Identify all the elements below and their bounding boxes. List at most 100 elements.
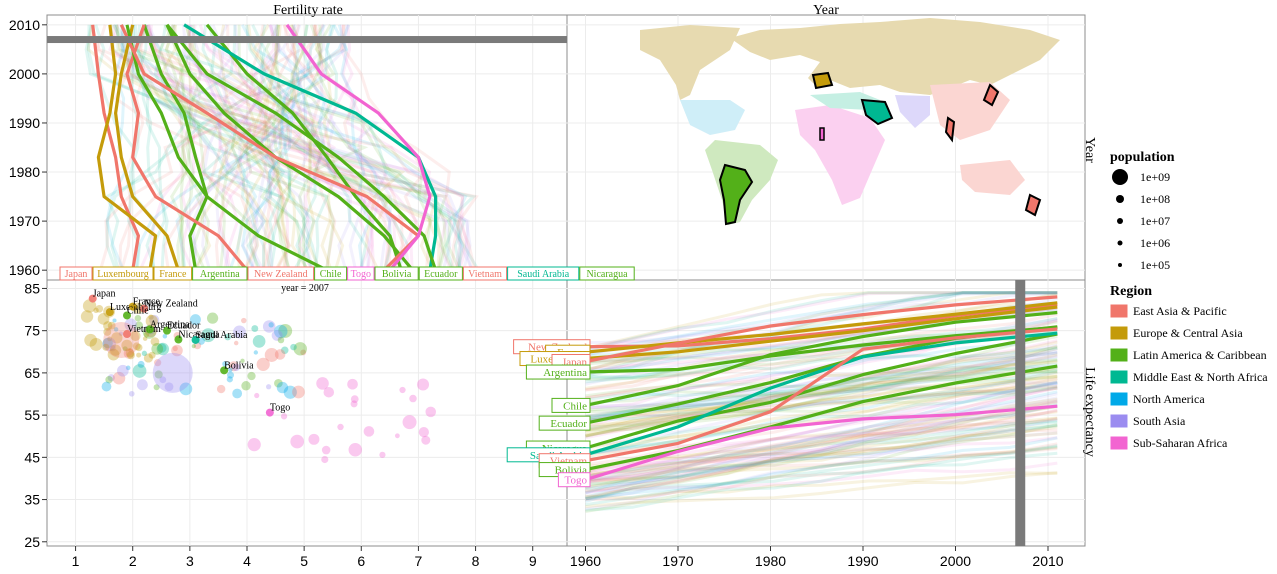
background-life-line: [585, 423, 1058, 513]
background-life-line: [585, 385, 1058, 455]
year-bar-horizontal: [47, 36, 567, 44]
life-line-france: [585, 301, 1058, 354]
scatter-point: [418, 427, 429, 438]
background-fertility-line: [275, 24, 393, 271]
scatter-point-labeled: [128, 302, 137, 311]
scatter-point: [151, 343, 164, 355]
scatter-label: Togo: [270, 403, 290, 414]
scatter-point: [132, 342, 141, 351]
background-life-line: [585, 428, 1058, 484]
scatter-point: [226, 376, 233, 383]
background-life-line: [585, 416, 1058, 469]
selected-year-bars[interactable]: [47, 36, 1026, 546]
scatter-point-labeled: [105, 308, 114, 317]
map-newzealand: [1024, 193, 1042, 217]
background-fertility-line: [98, 24, 304, 271]
country-label-bar: Japan Luxembourg France Argentina New Zealan…: [59, 266, 635, 281]
life-label-box: [525, 364, 591, 380]
background-life-line: [585, 326, 1058, 400]
background-life-line: [585, 291, 1058, 350]
label-box: [418, 266, 463, 281]
scatter-point-china: [103, 321, 140, 358]
background-life-line: [585, 370, 1058, 414]
fertility-title: Fertility rate: [273, 3, 343, 18]
y-tick-label: 55: [24, 407, 40, 423]
scatter-point: [350, 395, 359, 404]
scatter-point: [293, 342, 307, 356]
legend-region-label: East Asia & Pacific: [1133, 304, 1227, 318]
background-life-line: [585, 442, 1058, 482]
scatter-point: [82, 299, 97, 313]
scatter-point: [240, 358, 245, 363]
scatter-point: [148, 314, 154, 320]
scatter-point: [201, 328, 216, 343]
label-box: [153, 266, 193, 281]
scatter-point: [154, 370, 163, 379]
scatter-point: [253, 350, 259, 355]
background-life-line: [585, 417, 1058, 511]
scatter-point: [228, 367, 233, 373]
background-fertility-line: [104, 24, 237, 271]
scatter-point: [241, 317, 247, 324]
scatter-point: [416, 378, 430, 391]
background-fertility-line: [212, 24, 472, 271]
label-text: Chile: [320, 269, 342, 280]
legend-region-label: Europe & Central Asia: [1133, 326, 1243, 340]
background-fertility-line: [164, 24, 310, 272]
legend-size-label: 1e+06: [1140, 236, 1170, 250]
background-life-line: [585, 353, 1058, 435]
scatter-point: [274, 349, 286, 360]
scatter-point: [142, 336, 148, 341]
scatter-point: [280, 413, 288, 420]
background-life-line: [585, 399, 1058, 495]
scatter-point: [102, 343, 110, 351]
background-fertility-line: [86, 24, 333, 271]
fertility-line-new-zealand: [125, 24, 249, 272]
background-life-line: [585, 291, 1058, 350]
label-box: [579, 266, 635, 281]
scatter-point: [262, 320, 276, 333]
scatter-point: [321, 455, 329, 464]
scatter-point: [95, 305, 104, 313]
background-fertility-line: [182, 24, 369, 271]
scatter-point: [409, 394, 417, 403]
background-life-line: [585, 340, 1058, 433]
background-fertility-line: [283, 24, 467, 271]
world-map[interactable]: [640, 18, 1060, 226]
fertility-line-france: [113, 24, 180, 271]
background-fertility-line: [311, 24, 453, 271]
background-life-line: [585, 383, 1058, 422]
x-tick-label: 3: [186, 553, 194, 569]
background-life-line: [585, 386, 1058, 490]
scatter-point: [103, 321, 113, 331]
fertility-lines: [84, 23, 480, 272]
y-tick-label: 45: [24, 449, 40, 465]
scatter-point: [363, 426, 375, 437]
scatter-point: [379, 451, 386, 458]
scatter-point: [277, 336, 285, 344]
background-life-line: [585, 425, 1058, 475]
scatter-label: New Zealand: [144, 299, 198, 310]
year-bar-vertical: [1015, 280, 1026, 546]
scatter-point: [105, 376, 113, 384]
map-latin-highlight: [718, 163, 754, 226]
life-line-chile: [585, 310, 1058, 407]
scatter-point: [156, 342, 170, 356]
background-fertility-line: [298, 24, 322, 271]
life-label-box: [557, 472, 591, 488]
scatter-point-labeled: [123, 330, 131, 339]
scatter-point: [323, 386, 335, 398]
label-text: Argentina: [200, 269, 240, 280]
scatter-point: [122, 346, 128, 352]
background-life-line: [585, 347, 1058, 438]
background-life-line: [585, 445, 1058, 507]
scatter-point: [290, 343, 297, 351]
scatter-point: [233, 325, 246, 339]
scatter-point: [254, 392, 260, 399]
background-fertility-line: [178, 24, 195, 271]
scatter-point: [171, 344, 183, 357]
scatter-point: [233, 340, 239, 346]
background-fertility-line: [185, 23, 419, 271]
map-north-america: [640, 25, 740, 100]
year-title: Year: [813, 3, 839, 18]
